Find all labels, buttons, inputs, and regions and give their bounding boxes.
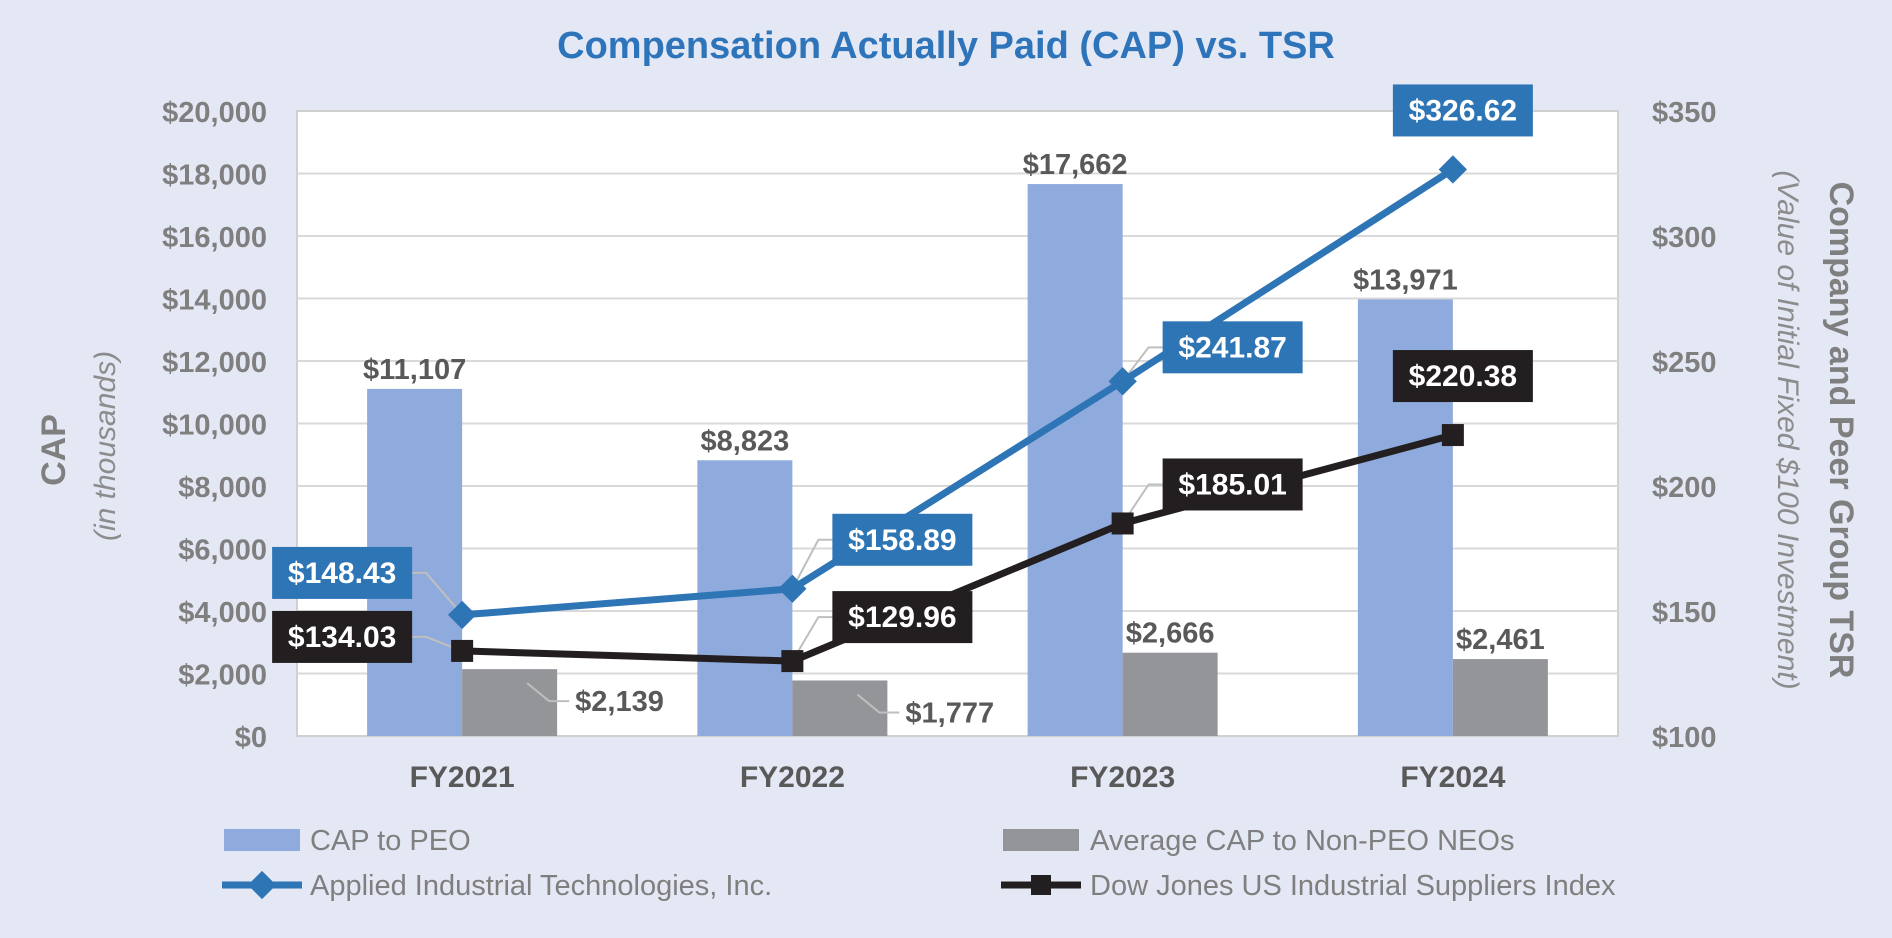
bar-label-cap-to-peo-fy2022: $8,823	[701, 425, 790, 457]
point-applied-industrial-technologies-inc-fy2022	[778, 574, 807, 603]
leader-line	[1121, 346, 1163, 382]
right-tick-label: $350	[1652, 97, 1717, 129]
bar-label-cap-to-peo-fy2023: $17,662	[1023, 149, 1128, 181]
leader-line	[412, 635, 463, 652]
point-label-box-dow-jones-us-industrial-suppliers-index-fy2024	[1392, 350, 1533, 403]
bar-label-average-cap-to-non-peo-neos-fy2023: $2,666	[1126, 618, 1215, 650]
bar-label-cap-to-peo-fy2024: $13,971	[1353, 264, 1458, 296]
left-tick-label: $0	[235, 722, 267, 754]
right-tick-label: $100	[1652, 722, 1717, 754]
bar-label-average-cap-to-non-peo-neos-fy2021: $2,139	[575, 686, 664, 718]
left-axis-subtitle: (in thousands)	[89, 351, 122, 541]
legend-swatch-cap-to-peo	[224, 829, 300, 851]
legend-label-non-peo-neos: Average CAP to Non-PEO NEOs	[1090, 825, 1514, 857]
left-axis-title-group: CAP (in thousands)	[35, 351, 122, 541]
category-label-fy2021: FY2021	[410, 761, 515, 794]
point-dow-jones-us-industrial-suppliers-index-fy2023	[1111, 512, 1134, 535]
chart-title: Compensation Actually Paid (CAP) vs. TSR	[557, 25, 1335, 67]
right-tick-label: $300	[1652, 222, 1717, 254]
leader-line	[412, 571, 463, 616]
leader-line	[791, 616, 833, 662]
right-axis-subtitle: (Value of Initial Fixed $100 Investment)	[1771, 170, 1804, 689]
point-dow-jones-us-industrial-suppliers-index-fy2021	[451, 639, 474, 662]
category-labels: FY2021 FY2022 FY2023 FY2024	[410, 761, 1506, 794]
square-marker-icon	[1031, 875, 1051, 895]
left-tick-label: $10,000	[162, 410, 267, 442]
point-dow-jones-us-industrial-suppliers-index-fy2024	[1441, 424, 1464, 447]
category-label-fy2022: FY2022	[740, 761, 845, 794]
point-label-box-applied-industrial-technologies-inc-fy2022	[832, 513, 973, 566]
left-tick-label: $18,000	[162, 160, 267, 192]
right-axis-title: Company and Peer Group TSR	[1822, 182, 1860, 679]
bar-average-cap-to-non-peo-neos-fy2024	[1452, 659, 1548, 736]
point-dow-jones-us-industrial-suppliers-index-fy2022	[781, 650, 804, 673]
left-tick-label: $6,000	[178, 535, 267, 567]
point-label-dow-jones-us-industrial-suppliers-index-fy2021: $134.03	[288, 621, 396, 654]
bar-label-cap-to-peo-fy2021: $11,107	[363, 354, 466, 386]
diamond-marker-icon	[247, 870, 277, 900]
right-tick-label: $150	[1652, 597, 1717, 629]
leader-line	[856, 693, 900, 714]
left-tick-label: $8,000	[178, 472, 267, 504]
category-label-fy2023: FY2023	[1070, 761, 1175, 794]
right-tick-label: $250	[1652, 347, 1717, 379]
left-axis-ticks: $0 $2,000 $4,000 $6,000 $8,000 $10,000 $12,000…	[162, 97, 267, 754]
left-axis-title: CAP	[35, 414, 73, 486]
line-applied-industrial-technologies-inc	[461, 166, 1455, 619]
bar-cap-to-peo-fy2023	[1027, 184, 1123, 736]
point-label-dow-jones-us-industrial-suppliers-index-fy2022: $129.96	[848, 601, 956, 634]
point-label-dow-jones-us-industrial-suppliers-index-fy2023: $185.01	[1178, 468, 1286, 501]
left-tick-label: $12,000	[162, 347, 267, 379]
left-tick-label: $14,000	[162, 285, 267, 317]
bar-label-average-cap-to-non-peo-neos-fy2022: $1,777	[905, 697, 994, 729]
bar-average-cap-to-non-peo-neos-fy2023	[1122, 652, 1218, 736]
legend-label-applied: Applied Industrial Technologies, Inc.	[310, 870, 772, 902]
right-axis-title-group: Company and Peer Group TSR (Value of Ini…	[1771, 170, 1860, 689]
point-applied-industrial-technologies-inc-fy2024	[1438, 155, 1468, 184]
point-label-box-applied-industrial-technologies-inc-fy2024	[1392, 84, 1533, 137]
right-tick-label: $200	[1652, 472, 1717, 504]
left-tick-label: $4,000	[178, 597, 267, 629]
bar-data-labels: $11,107 $8,823 $17,662 $13,971 $2,139 $1,777 $…	[363, 149, 1545, 729]
bar-average-cap-to-non-peo-neos-fy2022	[792, 680, 888, 736]
line-data-labels: $148.43 $158.89 $241.87 $326.62 $134.03 $129.…	[272, 84, 1533, 663]
legend-label-dow-jones: Dow Jones US Industrial Suppliers Index	[1090, 870, 1616, 902]
right-axis-ticks: $100 $150 $200 $250 $300 $350	[1652, 97, 1717, 754]
leader-line	[1121, 483, 1163, 525]
point-label-dow-jones-us-industrial-suppliers-index-fy2024: $220.38	[1409, 360, 1517, 393]
point-label-box-dow-jones-us-industrial-suppliers-index-fy2022	[832, 591, 973, 644]
left-tick-label: $20,000	[162, 97, 267, 129]
legend-label-cap-to-peo: CAP to PEO	[310, 825, 471, 857]
leader-line	[791, 538, 833, 590]
bar-average-cap-to-non-peo-neos-fy2021	[462, 669, 558, 736]
leader-line	[526, 682, 570, 703]
point-label-box-applied-industrial-technologies-inc-fy2023	[1162, 321, 1303, 374]
point-applied-industrial-technologies-inc-fy2023	[1108, 367, 1137, 396]
point-label-applied-industrial-technologies-inc-fy2024: $326.62	[1409, 94, 1517, 127]
legend: CAP to PEO Average CAP to Non-PEO NEOs A…	[222, 825, 1616, 902]
point-label-box-dow-jones-us-industrial-suppliers-index-fy2023	[1162, 458, 1303, 511]
leader-lines	[412, 346, 1163, 714]
point-label-applied-industrial-technologies-inc-fy2023: $241.87	[1178, 331, 1286, 364]
legend-swatch-non-peo-neos	[1003, 829, 1079, 851]
point-label-applied-industrial-technologies-inc-fy2022: $158.89	[848, 524, 956, 557]
bar-label-average-cap-to-non-peo-neos-fy2024: $2,461	[1456, 624, 1545, 656]
left-tick-label: $2,000	[178, 660, 267, 692]
point-label-applied-industrial-technologies-inc-fy2021: $148.43	[288, 557, 396, 590]
point-applied-industrial-technologies-inc-fy2021	[447, 600, 477, 630]
left-tick-label: $16,000	[162, 222, 267, 254]
category-label-fy2024: FY2024	[1400, 761, 1505, 794]
point-label-box-dow-jones-us-industrial-suppliers-index-fy2021	[272, 610, 413, 663]
point-label-box-applied-industrial-technologies-inc-fy2021	[272, 546, 413, 599]
